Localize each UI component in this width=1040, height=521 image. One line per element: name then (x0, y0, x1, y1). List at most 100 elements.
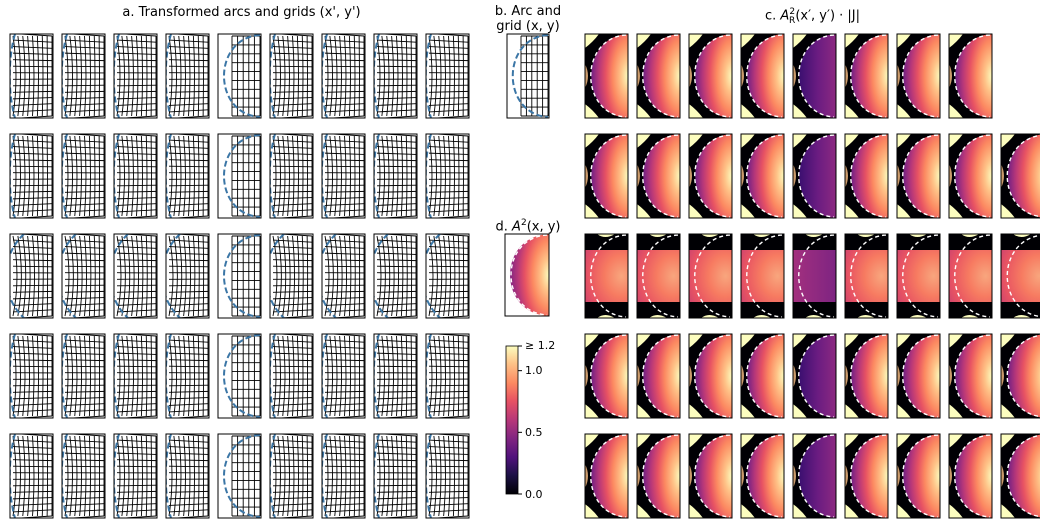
heatmap-thumbnail (896, 333, 941, 419)
arc-dashed (10, 434, 16, 518)
grid-thumbnail (9, 33, 54, 119)
arc-dashed (590, 134, 627, 218)
reference-grid (506, 33, 550, 119)
arc-dashed (694, 34, 731, 118)
arc-dashed (10, 334, 16, 418)
panel-c-title-rest: (x′, y′) · |J| (795, 8, 861, 24)
arc-dashed (746, 134, 783, 218)
grid-thumbnail (9, 333, 54, 419)
panel-a-title: a. Transformed arcs and grids (x', y') (122, 5, 361, 20)
arc-dashed (1006, 234, 1040, 318)
grid-thumbnail (321, 333, 366, 419)
grid-thumbnail (269, 33, 314, 119)
grid-thumbnail (373, 133, 418, 219)
arc-dashed (746, 334, 783, 418)
grid-thumbnail (373, 233, 418, 319)
heatmap-thumbnail (844, 333, 889, 419)
panel-d-title-A: A (512, 219, 521, 235)
arc-dashed (374, 334, 380, 418)
arc-dashed (798, 34, 835, 118)
grid-thumbnail (321, 133, 366, 219)
grid-thumbnail (269, 133, 314, 219)
heatmap-thumbnail (948, 433, 993, 519)
arc-dashed (10, 234, 25, 318)
grid-thumbnail (217, 333, 262, 419)
panel-c-title-sup: 2 (789, 7, 796, 17)
arc-dashed (694, 134, 731, 218)
panel-b-arc-grid (506, 33, 550, 119)
heatmap-thumbnail (636, 33, 681, 119)
arc-dashed (374, 134, 380, 218)
arc-dashed (746, 234, 783, 318)
grid-thumbnail (61, 133, 106, 219)
arc-dashed (642, 234, 679, 318)
arc-dashed (62, 34, 68, 118)
grid-thumbnail (269, 233, 314, 319)
heatmap-thumbnail (792, 133, 837, 219)
grid-thumbnail (269, 333, 314, 419)
grid-thumbnail (321, 233, 366, 319)
arc-dashed (902, 134, 939, 218)
arc-dashed (510, 234, 548, 316)
arc-dashed (511, 34, 549, 118)
grid-thumbnail (425, 233, 470, 319)
arc-dashed (798, 334, 835, 418)
arc-dashed (322, 434, 328, 518)
arc-dashed (322, 34, 328, 118)
panel-d-title-sup: 2 (520, 218, 527, 228)
arc-dashed (850, 334, 887, 418)
arc-dashed (374, 234, 389, 318)
heatmap-thumbnail (740, 333, 785, 419)
grid-thumbnail (9, 133, 54, 219)
heatmap-thumbnail (584, 233, 629, 319)
arc-dashed (114, 434, 120, 518)
heatmap-thumbnail (740, 33, 785, 119)
arc-dashed (270, 234, 285, 318)
grid-thumbnail (61, 433, 106, 519)
arc-dashed (62, 234, 77, 318)
arc-dashed (166, 134, 172, 218)
grid-thumbnail (61, 33, 106, 119)
arc-dashed (270, 434, 276, 518)
heatmap-thumbnail (688, 433, 733, 519)
colorbar (505, 345, 522, 495)
panel-b-title: b. Arc and grid (x, y) (488, 4, 568, 34)
arc-dashed (798, 234, 835, 318)
arc-dashed (902, 434, 939, 518)
arc-dashed (902, 334, 939, 418)
arc-dashed (850, 234, 887, 318)
heatmap-thumbnail (636, 233, 681, 319)
grid-thumbnail (373, 33, 418, 119)
arc-dashed (322, 334, 328, 418)
panel-d-title: d. A2(x, y) (490, 216, 566, 234)
heatmap-thumbnail (948, 33, 993, 119)
grid-thumbnail (113, 133, 158, 219)
heatmap-thumbnail (948, 233, 993, 319)
grid-thumbnail (425, 133, 470, 219)
arc-dashed (166, 234, 181, 318)
arc-dashed (374, 434, 380, 518)
grid-thumbnail (165, 33, 210, 119)
grid-thumbnail (165, 433, 210, 519)
grid-thumbnail (165, 133, 210, 219)
heatmap-thumbnail (844, 133, 889, 219)
arc-dashed (166, 434, 172, 518)
heatmap-thumbnail (896, 433, 941, 519)
arc-dashed (426, 34, 432, 118)
heatmap-thumbnail (896, 233, 941, 319)
grid-thumbnail (425, 433, 470, 519)
arc-dashed (166, 34, 172, 118)
grid-thumbnail (113, 433, 158, 519)
grid-thumbnail (217, 33, 262, 119)
heatmap-thumbnail (740, 433, 785, 519)
arc-dashed (954, 434, 991, 518)
grid-thumbnail (269, 433, 314, 519)
heatmap-thumbnail (792, 233, 837, 319)
arc-dashed (1006, 134, 1040, 218)
heatmap-thumbnail (844, 433, 889, 519)
arc-dashed (322, 234, 337, 318)
heatmap-thumbnail (948, 133, 993, 219)
heatmap-thumbnail (896, 133, 941, 219)
panel-a-grids (9, 33, 470, 519)
arc-dashed (426, 434, 432, 518)
